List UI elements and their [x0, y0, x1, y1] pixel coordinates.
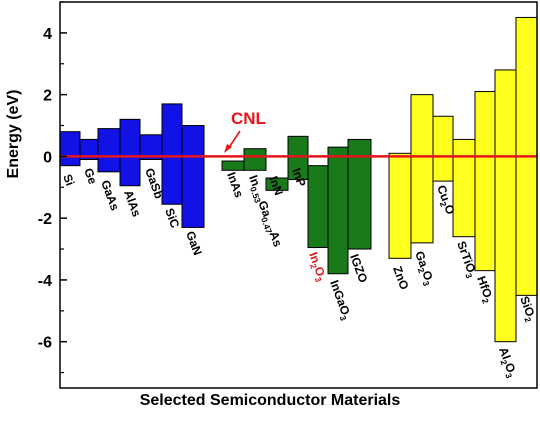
label-ingao3: InGaO3: [325, 278, 354, 322]
plot-frame: [59, 1, 538, 389]
bar-zno: [388, 152, 412, 259]
bar-ga2o3: [410, 94, 434, 244]
label-al2o3: Al2O3: [494, 345, 520, 380]
bar-alas: [119, 118, 141, 187]
label-alas: AlAs: [121, 188, 144, 219]
bar-inas: [221, 160, 245, 171]
bar-in2o3: [307, 165, 329, 248]
bar-inp: [287, 135, 309, 181]
bar-al2o3: [494, 69, 517, 343]
label-si: Si: [60, 172, 77, 187]
label-ge: Ge: [81, 166, 100, 186]
label-inp: InP: [289, 166, 309, 188]
cnl-label: CNL: [231, 109, 266, 128]
label-ga2o3: Ga2O3: [410, 249, 437, 287]
bar-ingao3: [327, 146, 349, 275]
label-cu2o: Cu2O: [432, 183, 457, 217]
y-tick-label: -6: [38, 335, 52, 352]
y-tick-label: 4: [43, 26, 52, 43]
x-axis-label: Selected Semiconductor Materials: [139, 392, 401, 409]
label-igzo: IGZO: [347, 252, 370, 284]
bar-in0-53ga0-47as: [243, 148, 267, 171]
cnl-arrowhead: [224, 144, 232, 153]
label-in0-53ga0-47as: In0.53Ga0.47As: [244, 173, 285, 249]
bar-sic: [161, 103, 183, 205]
bar-hfo2: [474, 91, 496, 272]
axes-layer: -6 -4 -2 0 2 4: [38, 1, 538, 389]
label-gan: GaN: [183, 229, 205, 257]
y-tick-label: 0: [43, 149, 52, 166]
y-axis-label: Energy (eV): [5, 90, 22, 179]
label-hfo2: HfO2: [472, 274, 496, 305]
label-in2o3: In2O3: [304, 250, 329, 283]
y-tick-label: 2: [43, 88, 52, 105]
bar-igzo: [347, 138, 372, 250]
label-inas: InAs: [224, 170, 246, 200]
bar-gaas: [97, 128, 121, 173]
label-zno: ZnO: [390, 264, 411, 291]
y-tick-label: -2: [38, 211, 52, 228]
label-inn: InN: [266, 174, 286, 197]
label-sio2: SiO2: [515, 294, 539, 324]
bar-inn: [265, 177, 289, 191]
bar-si: [59, 131, 81, 167]
cnl-layer: CNL: [60, 109, 537, 158]
bar-srtio3: [452, 138, 476, 238]
label-sic: SiC: [162, 206, 182, 230]
label-gaas: GaAs: [98, 178, 122, 213]
bars-layer: [59, 16, 538, 343]
bar-gan: [181, 125, 205, 228]
bar-cu2o: [432, 115, 454, 182]
y-tick-label: -4: [38, 273, 52, 290]
